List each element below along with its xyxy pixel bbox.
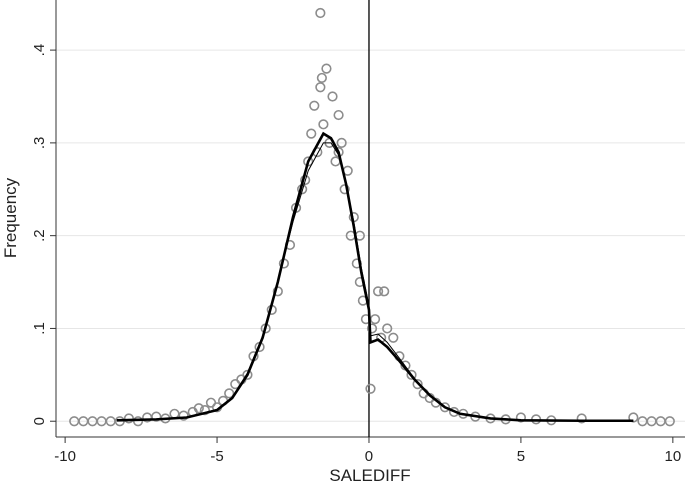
x-tick-label: 0 xyxy=(365,448,373,465)
point xyxy=(515,412,527,423)
point xyxy=(412,379,423,390)
fit-line xyxy=(116,131,634,423)
point xyxy=(315,7,326,19)
point xyxy=(339,184,350,195)
point xyxy=(205,397,217,408)
point xyxy=(242,369,253,380)
point xyxy=(628,412,639,423)
point xyxy=(316,72,327,84)
point xyxy=(315,82,326,93)
point xyxy=(306,128,317,139)
y-tick-label: .1 xyxy=(31,322,48,335)
y-tick-label: 0 xyxy=(31,417,48,425)
point xyxy=(664,416,675,427)
point xyxy=(369,314,381,325)
point xyxy=(372,286,384,297)
point xyxy=(327,91,338,102)
x-tick-label: -5 xyxy=(210,448,223,465)
y-tick-label: .3 xyxy=(31,137,48,150)
point xyxy=(123,413,135,424)
point xyxy=(132,416,144,427)
point xyxy=(336,137,347,148)
y-axis-title: Frequency xyxy=(1,177,20,258)
x-axis-title: SALEDIFF xyxy=(329,466,410,485)
point xyxy=(224,388,235,399)
fit-line xyxy=(116,142,634,422)
point xyxy=(333,109,344,121)
point xyxy=(379,286,390,297)
point xyxy=(365,383,376,394)
point xyxy=(406,369,417,380)
point xyxy=(309,100,320,111)
x-tick-label: 5 xyxy=(517,448,525,465)
point xyxy=(382,323,393,334)
point xyxy=(439,402,451,413)
point xyxy=(193,403,204,414)
point xyxy=(330,156,341,167)
point xyxy=(151,411,162,422)
y-tick-label: .4 xyxy=(31,44,48,57)
point xyxy=(272,286,283,297)
x-tick-label: 10 xyxy=(665,448,682,465)
point xyxy=(178,410,189,421)
point xyxy=(321,63,332,74)
point xyxy=(318,119,329,130)
y-tick-label: .2 xyxy=(31,229,48,242)
point xyxy=(388,332,399,343)
point xyxy=(366,323,378,334)
point xyxy=(576,413,587,424)
x-tick-label: -10 xyxy=(54,448,76,465)
